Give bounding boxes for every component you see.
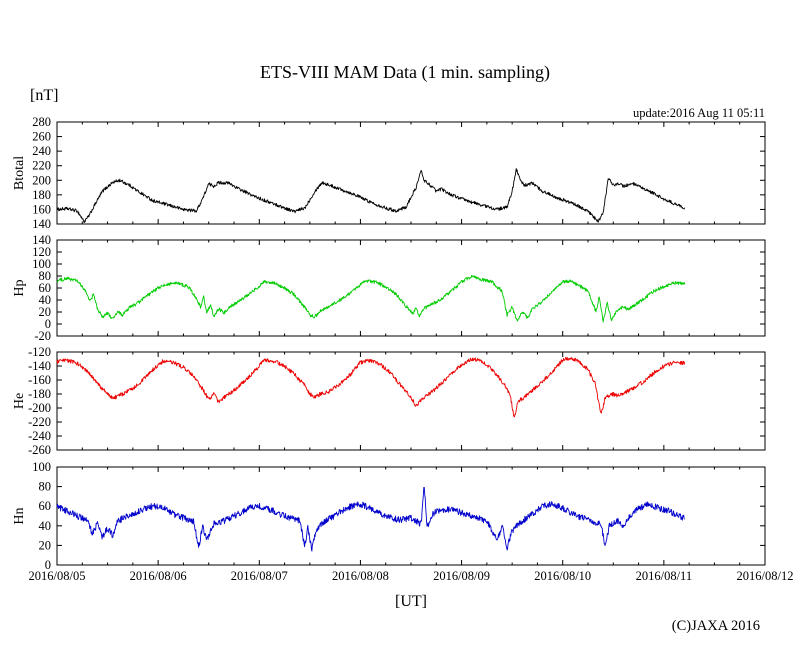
ytick-label: 20 [39,538,52,552]
ytick-label: 160 [32,202,51,216]
panel-title-Hp: Hp [12,279,27,297]
x-date-label: 2016/08/07 [230,569,288,583]
x-date-label: 2016/08/12 [736,569,794,583]
ytick-label: -220 [28,415,51,429]
x-date-label: 2016/08/10 [534,569,592,583]
panel-frame-He [56,351,766,451]
ytick-label: 180 [32,188,51,202]
x-date-label: 2016/08/05 [28,569,86,583]
panel-title-Btotal: Btotal [12,155,27,191]
ytick-label: 140 [32,233,51,247]
ytick-label: 40 [39,293,52,307]
ytick-label: -140 [28,359,51,373]
trace-Hn [56,486,685,552]
ytick-label: -240 [28,429,51,443]
ytick-label: -180 [28,387,51,401]
ytick-label: 20 [39,305,52,319]
panel-title-Hn: Hn [12,507,27,525]
ytick-label: 140 [32,217,51,231]
ytick-label: 200 [32,173,51,187]
ytick-label: 260 [32,130,51,144]
panel-title-He: He [12,392,27,410]
ytick-label: 60 [39,281,52,295]
x-date-label: 2016/08/06 [129,569,187,583]
x-date-label: 2016/08/08 [331,569,389,583]
trace-He [56,356,686,418]
ytick-label: -160 [28,373,51,387]
panel-frame-Btotal [56,121,766,225]
ytick-label: 40 [39,519,52,533]
ytick-label: 240 [32,144,51,158]
page-title: ETS-VIII MAM Data (1 min. sampling) [260,62,550,82]
ytick-label: 120 [32,245,51,259]
ytick-label: -120 [28,345,51,359]
y-unit-label: [nT] [30,87,59,104]
ytick-label: 60 [39,499,52,513]
ytick-label: 80 [39,269,52,283]
trace-Hp [56,275,686,323]
ytick-label: 0 [45,558,51,572]
ytick-label: 280 [32,115,51,129]
x-axis-title: [UT] [395,593,427,610]
ytick-label: -20 [34,329,51,343]
ytick-label: 80 [39,480,52,494]
x-date-label: 2016/08/11 [635,569,693,583]
ytick-label: 100 [32,460,51,474]
ytick-label: -260 [28,443,51,457]
x-date-label: 2016/08/09 [433,569,491,583]
ytick-label: 100 [32,257,51,271]
ytick-label: 0 [45,317,51,331]
ytick-label: 220 [32,159,51,173]
copyright-notice: (C)JAXA 2016 [671,618,760,634]
update-timestamp: update:2016 Aug 11 05:11 [632,106,765,120]
ytick-label: -200 [28,401,51,415]
trace-Btotal [56,168,686,223]
